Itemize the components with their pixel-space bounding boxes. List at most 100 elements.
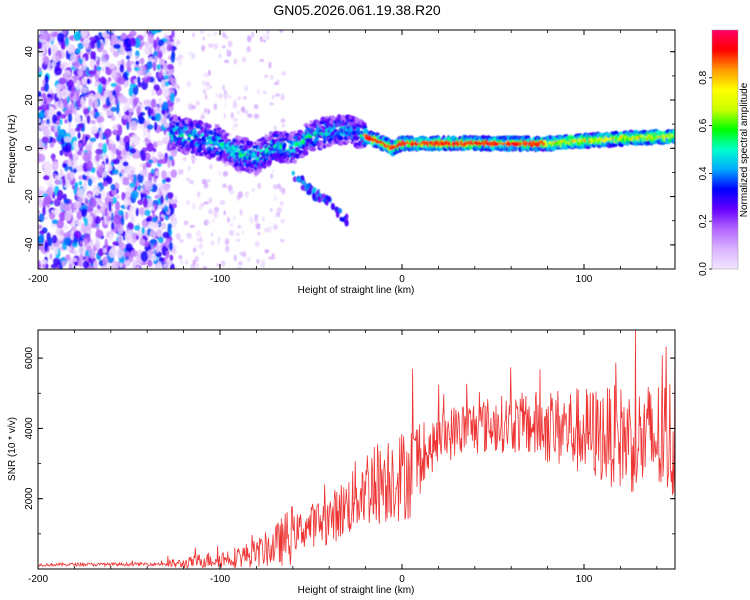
heatmap-cell xyxy=(160,79,166,89)
heatmap-cell xyxy=(223,59,230,64)
heatmap-cell xyxy=(235,232,241,237)
heatmap-cell xyxy=(38,96,44,106)
heatmap-cell xyxy=(237,261,243,266)
heatmap-cell xyxy=(201,250,205,256)
heatmap-cell xyxy=(94,111,100,118)
heatmap-cell xyxy=(229,229,235,236)
heatmap-cell xyxy=(44,109,48,117)
heatmap-cell xyxy=(222,84,226,92)
heatmap-cell xyxy=(163,205,169,213)
heatmap-cell xyxy=(170,78,176,86)
heatmap-cell xyxy=(147,172,153,182)
heatmap-cell xyxy=(141,226,145,235)
heatmap-cell xyxy=(227,184,233,191)
heatmap-cell xyxy=(149,229,157,238)
heatmap-cell xyxy=(121,191,125,201)
heatmap-cell xyxy=(112,50,120,58)
heatmap-cell xyxy=(192,247,197,253)
heatmap-cell xyxy=(97,248,104,257)
heatmap-cell xyxy=(287,150,291,155)
heatmap-cell xyxy=(104,128,112,138)
heatmap-cell xyxy=(123,115,128,120)
heatmap-cell xyxy=(38,153,46,163)
heatmap-cell xyxy=(188,103,193,111)
heatmap-cell xyxy=(68,263,72,269)
heatmap-cell xyxy=(140,150,146,162)
heatmap-cell xyxy=(87,70,95,75)
heatmap-cell xyxy=(102,142,108,154)
heatmap-cell xyxy=(251,187,256,193)
heatmap-cell xyxy=(103,54,110,60)
heatmap-cell xyxy=(60,168,64,177)
heatmap-cell xyxy=(274,133,280,138)
heatmap-cell xyxy=(78,175,84,180)
heatmap-cell xyxy=(82,133,86,144)
spectrogram-ytick-label: -40 xyxy=(24,237,35,252)
heatmap-cell xyxy=(95,239,101,250)
heatmap-cell xyxy=(53,246,59,255)
heatmap-cell xyxy=(217,238,220,246)
heatmap-cell xyxy=(213,211,219,218)
snr-xtick-label: 100 xyxy=(576,574,593,585)
heatmap-cell xyxy=(88,38,97,49)
heatmap-cell xyxy=(138,207,146,216)
heatmap-cell xyxy=(56,189,64,201)
heatmap-cell xyxy=(126,43,132,52)
heatmap-cell xyxy=(244,191,249,198)
heatmap-cell xyxy=(67,79,74,88)
heatmap-cell xyxy=(117,76,126,85)
heatmap-cell xyxy=(59,118,63,126)
heatmap-cell xyxy=(356,130,361,136)
heatmap-cell xyxy=(108,248,117,258)
heatmap-cell xyxy=(119,172,123,177)
heatmap-cell xyxy=(101,170,108,177)
heatmap-cell xyxy=(161,170,167,180)
heatmap-cell xyxy=(70,54,76,64)
heatmap-cell xyxy=(222,170,229,177)
heatmap-cell xyxy=(70,171,75,180)
heatmap-cell xyxy=(229,223,234,227)
heatmap-cell xyxy=(89,59,96,69)
heatmap-cell xyxy=(306,183,311,189)
heatmap-cell xyxy=(96,40,102,49)
heatmap-cell xyxy=(166,44,173,52)
spectrogram-xtick-label: -100 xyxy=(210,274,230,285)
heatmap-cell xyxy=(67,113,73,123)
heatmap-cell xyxy=(254,240,260,247)
heatmap-cell xyxy=(54,123,58,133)
snr-xtick-label: -100 xyxy=(210,574,230,585)
heatmap-cell xyxy=(225,133,230,137)
heatmap-cell xyxy=(153,121,158,131)
heatmap-cell xyxy=(147,249,152,259)
heatmap-cell xyxy=(272,184,279,190)
heatmap-cell xyxy=(281,187,286,195)
heatmap-cell xyxy=(38,224,43,230)
heatmap-cell xyxy=(237,96,241,101)
heatmap-cell xyxy=(54,179,61,185)
heatmap-cell xyxy=(175,43,180,47)
heatmap-cell xyxy=(84,144,93,152)
heatmap-cell xyxy=(118,209,124,216)
heatmap-cell xyxy=(292,159,298,164)
heatmap-cell xyxy=(246,46,251,53)
heatmap-cell xyxy=(282,142,287,148)
heatmap-cell xyxy=(259,58,265,63)
heatmap-cell xyxy=(218,93,223,99)
heatmap-cell xyxy=(129,120,138,131)
heatmap-cell xyxy=(236,266,242,269)
heatmap-cell xyxy=(197,238,200,242)
heatmap-cell xyxy=(55,55,59,62)
heatmap-cell xyxy=(328,197,332,202)
heatmap-cell xyxy=(196,191,201,198)
heatmap-cell xyxy=(105,157,109,165)
heatmap-cell xyxy=(125,151,131,160)
heatmap-cell xyxy=(38,195,42,204)
heatmap-cell xyxy=(147,106,152,118)
heatmap-cell xyxy=(86,223,92,231)
heatmap-cell xyxy=(279,30,284,33)
heatmap-cell xyxy=(61,260,67,267)
heatmap-cell xyxy=(123,251,131,257)
heatmap-cell xyxy=(140,57,145,65)
